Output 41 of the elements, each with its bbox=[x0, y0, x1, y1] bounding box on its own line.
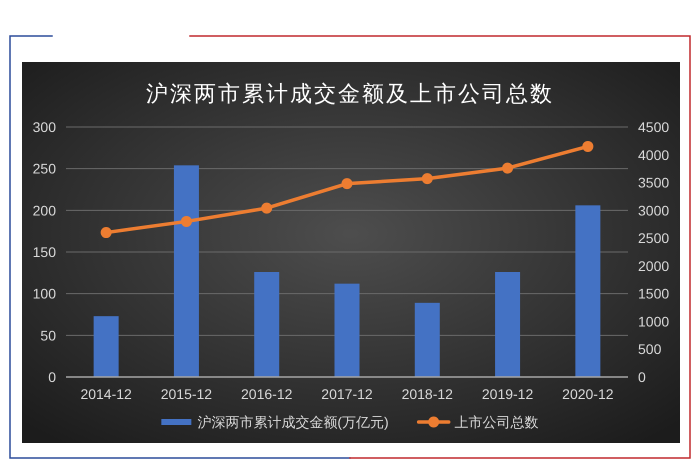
y2-tick-label: 3000 bbox=[638, 202, 670, 218]
x-tick-label: 2017-12 bbox=[321, 386, 373, 402]
x-tick-label: 2016-12 bbox=[241, 386, 293, 402]
y-tick-label: 300 bbox=[32, 119, 56, 135]
point bbox=[502, 162, 514, 174]
y2-tick-label: 2500 bbox=[638, 230, 670, 246]
y2-tick-label: 4000 bbox=[638, 146, 670, 163]
y2-tick-label: 2000 bbox=[638, 258, 670, 274]
y2-tick-label: 1000 bbox=[638, 313, 670, 330]
y-tick-label: 0 bbox=[48, 369, 56, 385]
legend-label: 上市公司总数 bbox=[454, 414, 539, 430]
point bbox=[100, 227, 112, 238]
y2-tick-label: 500 bbox=[638, 341, 662, 358]
bar bbox=[334, 284, 360, 377]
y-tick-label: 250 bbox=[32, 160, 56, 177]
y2-tick-label: 3500 bbox=[638, 174, 670, 191]
x-tick-label: 2019-12 bbox=[482, 386, 534, 402]
y2-tick-label: 1500 bbox=[638, 286, 670, 302]
legend-label: 沪深两市累计成交金额(万亿元) bbox=[197, 414, 389, 430]
point bbox=[261, 202, 272, 214]
bar bbox=[254, 272, 280, 377]
bar bbox=[495, 272, 520, 377]
bar bbox=[94, 316, 119, 377]
y-tick-label: 100 bbox=[32, 286, 56, 302]
x-tick-label: 2018-12 bbox=[402, 386, 454, 402]
bar bbox=[575, 205, 600, 377]
chart-title: 沪深两市累计成交金额及上市公司总数 bbox=[146, 81, 554, 106]
bar bbox=[414, 302, 440, 377]
point bbox=[342, 178, 352, 190]
y-tick-label: 150 bbox=[32, 244, 56, 260]
y2-tick-label: 4500 bbox=[638, 119, 670, 135]
x-tick-label: 2015-12 bbox=[160, 386, 212, 402]
bar bbox=[174, 165, 199, 377]
point bbox=[582, 140, 594, 152]
x-tick-label: 2020-12 bbox=[562, 386, 614, 402]
y-tick-label: 200 bbox=[32, 202, 56, 218]
point bbox=[180, 216, 192, 227]
point bbox=[422, 173, 433, 184]
y2-tick-label: 0 bbox=[638, 369, 646, 385]
y-tick-label: 50 bbox=[40, 327, 56, 344]
x-tick-label: 2014-12 bbox=[80, 386, 132, 402]
